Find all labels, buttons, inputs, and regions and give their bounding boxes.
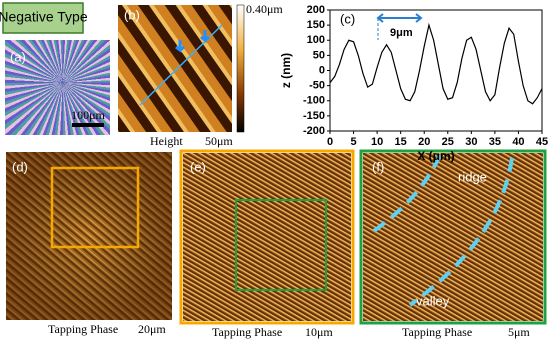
colorbar-label: 0.40μm xyxy=(246,2,283,16)
frame-f xyxy=(359,149,547,325)
valley-label: valley xyxy=(416,293,450,308)
y-tick-label: -150 xyxy=(303,110,325,122)
x-tick-label: 5 xyxy=(350,136,356,148)
y-tick-label: 0 xyxy=(319,64,325,76)
caption: Height xyxy=(150,134,183,148)
x-tick-label: 10 xyxy=(371,136,383,148)
x-tick-label: 35 xyxy=(489,136,501,148)
x-tick-label: 45 xyxy=(536,136,548,148)
panel-label: (f) xyxy=(372,159,384,174)
x-tick-label: 25 xyxy=(442,136,454,148)
boundary xyxy=(366,154,514,307)
y-tick-label: -100 xyxy=(303,95,325,107)
arrows xyxy=(175,30,210,53)
caption: Tapping Phase xyxy=(48,322,118,336)
y-tick-label: 50 xyxy=(313,49,325,61)
scale-text: 10μm xyxy=(305,325,333,339)
panel-label: (d) xyxy=(12,159,28,174)
panel-label: (b) xyxy=(124,7,140,22)
scale-text: 100μm xyxy=(71,108,105,122)
x-tick-label: 40 xyxy=(512,136,524,148)
image-b xyxy=(118,5,232,132)
x-tick-label: 30 xyxy=(465,136,477,148)
y-tick-label: 100 xyxy=(307,34,325,46)
scale-text: 5μm xyxy=(508,325,530,339)
caption: Tapping Phase xyxy=(402,325,472,339)
caption: Tapping Phase xyxy=(212,325,282,339)
line xyxy=(329,22,543,105)
zoom-box xyxy=(50,166,140,249)
plot-frame xyxy=(329,9,543,132)
ridge-label: ridge xyxy=(458,169,487,184)
label-box-text: Negative Type xyxy=(0,9,88,25)
scale-text: 50μm xyxy=(205,134,233,148)
x-tick-label: 15 xyxy=(395,136,407,148)
annotation: 9μm xyxy=(390,27,413,39)
scale-bar xyxy=(72,123,104,127)
frame-e xyxy=(179,149,355,325)
y-tick-label: -200 xyxy=(303,125,325,137)
image-shade xyxy=(6,152,172,320)
scale-text: 20μm xyxy=(138,322,166,336)
label-box xyxy=(2,2,84,34)
panel-label: (c) xyxy=(340,11,355,26)
x-tick-label: 0 xyxy=(327,136,333,148)
y-tick-label: 150 xyxy=(307,19,325,31)
y-tick-label: -50 xyxy=(309,80,325,92)
y-tick-label: 200 xyxy=(307,4,325,16)
x-axis-label: X (μm) xyxy=(417,149,454,163)
panel-label: (a) xyxy=(10,49,26,64)
image-a xyxy=(5,40,110,135)
image-f xyxy=(363,153,543,321)
x-tick-label: 20 xyxy=(418,136,430,148)
y-axis-label: z (nm) xyxy=(279,53,293,88)
panel-label: (e) xyxy=(190,159,206,174)
zoom-box xyxy=(235,199,327,291)
colorbar xyxy=(236,4,245,133)
image-e xyxy=(183,153,351,321)
span-arrow xyxy=(376,13,423,23)
